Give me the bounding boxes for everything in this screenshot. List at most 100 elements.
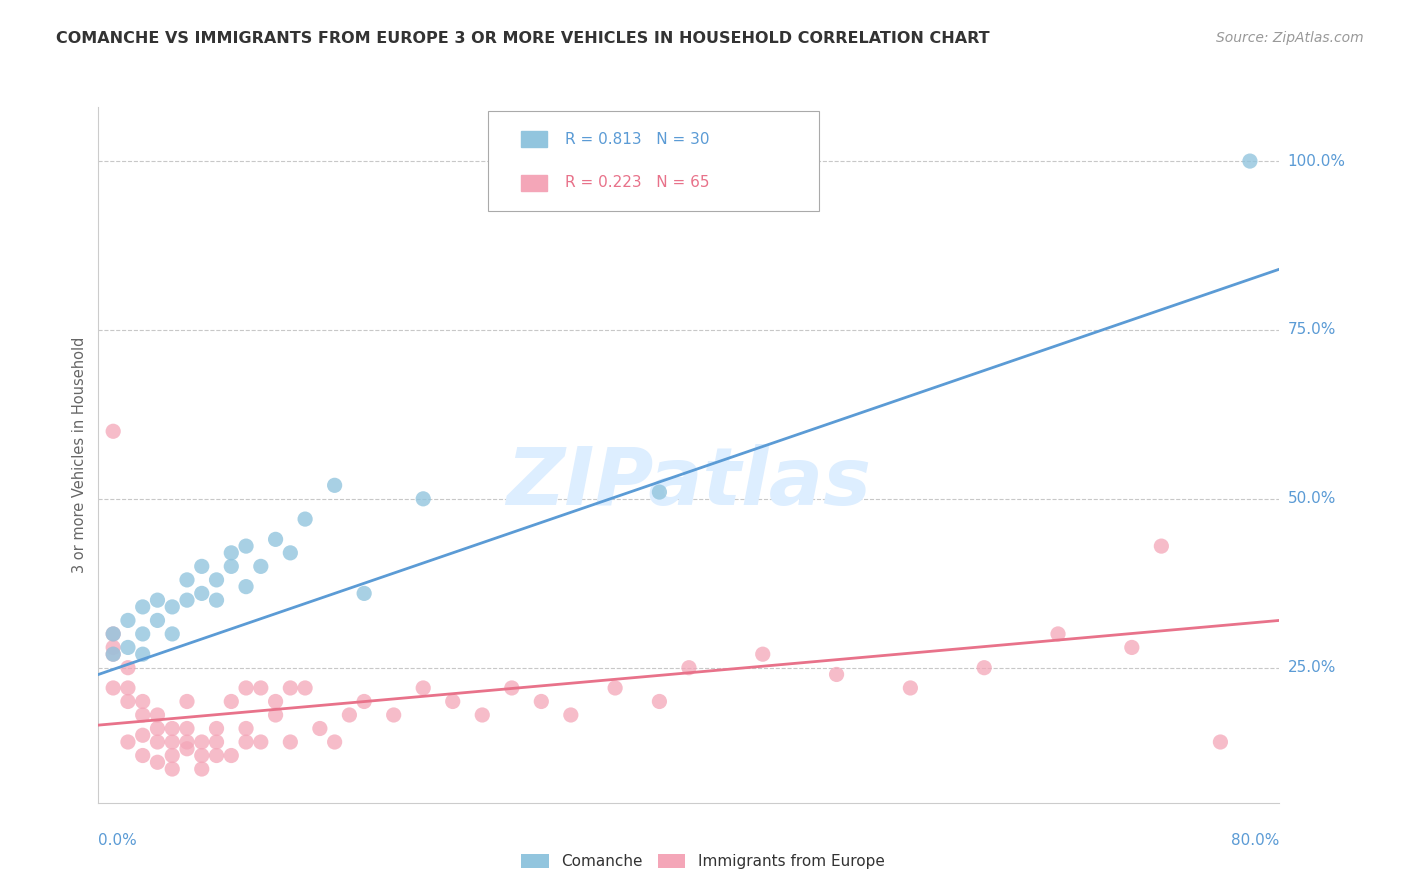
- Point: [205, 722, 228, 736]
- Point: [176, 573, 198, 587]
- Point: [219, 748, 242, 763]
- Point: [294, 681, 316, 695]
- Point: [205, 593, 228, 607]
- Point: [132, 599, 155, 614]
- Point: [235, 539, 257, 553]
- Point: [560, 708, 582, 723]
- Point: [205, 748, 228, 763]
- Point: [278, 735, 302, 749]
- Point: [103, 424, 125, 438]
- Point: [205, 573, 228, 587]
- Point: [191, 748, 214, 763]
- Point: [176, 593, 198, 607]
- Point: [382, 708, 405, 723]
- Point: [103, 627, 125, 641]
- Point: [471, 708, 494, 723]
- Point: [900, 681, 922, 695]
- Point: [162, 735, 183, 749]
- Point: [235, 722, 257, 736]
- Point: [146, 735, 169, 749]
- Point: [132, 728, 155, 742]
- Point: [235, 580, 257, 594]
- Point: [648, 694, 671, 708]
- Point: [191, 735, 214, 749]
- Point: [146, 756, 169, 770]
- Point: [323, 478, 346, 492]
- Point: [162, 722, 183, 736]
- Point: [103, 647, 125, 661]
- Text: 25.0%: 25.0%: [1288, 660, 1336, 675]
- Point: [146, 614, 169, 628]
- FancyBboxPatch shape: [522, 131, 547, 146]
- Point: [412, 681, 434, 695]
- Point: [176, 694, 198, 708]
- Point: [973, 661, 995, 675]
- Point: [278, 681, 302, 695]
- Point: [235, 681, 257, 695]
- Text: Source: ZipAtlas.com: Source: ZipAtlas.com: [1216, 31, 1364, 45]
- Point: [146, 593, 169, 607]
- Text: COMANCHE VS IMMIGRANTS FROM EUROPE 3 OR MORE VEHICLES IN HOUSEHOLD CORRELATION C: COMANCHE VS IMMIGRANTS FROM EUROPE 3 OR …: [56, 31, 990, 46]
- Point: [1239, 154, 1261, 169]
- Point: [162, 748, 183, 763]
- Text: R = 0.813   N = 30: R = 0.813 N = 30: [565, 131, 710, 146]
- Text: ZIPatlas: ZIPatlas: [506, 443, 872, 522]
- Point: [146, 708, 169, 723]
- Legend: Comanche, Immigrants from Europe: Comanche, Immigrants from Europe: [516, 848, 890, 875]
- Point: [162, 599, 183, 614]
- Point: [1209, 735, 1232, 749]
- Point: [294, 512, 316, 526]
- Point: [751, 647, 773, 661]
- Point: [117, 681, 139, 695]
- Point: [441, 694, 464, 708]
- Y-axis label: 3 or more Vehicles in Household: 3 or more Vehicles in Household: [72, 337, 87, 573]
- Point: [132, 627, 155, 641]
- Point: [264, 694, 287, 708]
- Point: [678, 661, 700, 675]
- Point: [176, 741, 198, 756]
- Point: [353, 586, 375, 600]
- Point: [191, 586, 214, 600]
- Point: [219, 694, 242, 708]
- Point: [219, 546, 242, 560]
- Point: [501, 681, 523, 695]
- Point: [191, 559, 214, 574]
- Point: [219, 559, 242, 574]
- Point: [825, 667, 848, 681]
- Point: [117, 661, 139, 675]
- Point: [648, 485, 671, 500]
- Text: 80.0%: 80.0%: [1232, 833, 1279, 848]
- Point: [250, 559, 273, 574]
- Point: [353, 694, 375, 708]
- Point: [250, 681, 273, 695]
- Point: [264, 708, 287, 723]
- Point: [132, 708, 155, 723]
- Point: [530, 694, 553, 708]
- Point: [264, 533, 287, 547]
- Point: [146, 722, 169, 736]
- Point: [103, 681, 125, 695]
- Point: [117, 735, 139, 749]
- Point: [176, 735, 198, 749]
- Point: [605, 681, 627, 695]
- Point: [337, 708, 360, 723]
- Point: [250, 735, 273, 749]
- Point: [235, 735, 257, 749]
- Point: [103, 647, 125, 661]
- Point: [309, 722, 332, 736]
- Text: 50.0%: 50.0%: [1288, 491, 1336, 507]
- Point: [162, 627, 183, 641]
- Point: [117, 614, 139, 628]
- Point: [412, 491, 434, 506]
- Point: [132, 694, 155, 708]
- Point: [176, 722, 198, 736]
- Text: R = 0.223   N = 65: R = 0.223 N = 65: [565, 176, 710, 190]
- Point: [1150, 539, 1173, 553]
- Point: [191, 762, 214, 776]
- Point: [1046, 627, 1069, 641]
- Text: 75.0%: 75.0%: [1288, 322, 1336, 337]
- FancyBboxPatch shape: [488, 111, 818, 211]
- Point: [1121, 640, 1143, 655]
- Point: [278, 546, 302, 560]
- Point: [323, 735, 346, 749]
